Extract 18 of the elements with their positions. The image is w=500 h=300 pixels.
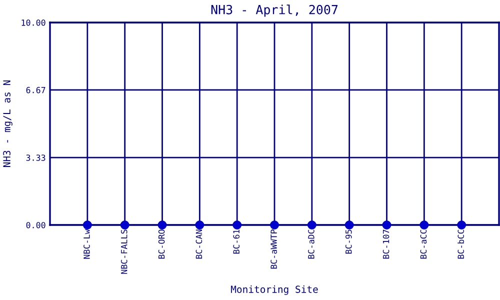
- chart-title: NH3 - April, 2007: [211, 4, 338, 17]
- x-tick-label: BC-aCC: [420, 230, 427, 259]
- x-tick-label: NBC-Lw: [84, 229, 90, 259]
- y-tick-label: 0.00: [26, 222, 46, 228]
- x-axis-title: Monitoring Site: [231, 285, 318, 295]
- x-tick-label: BC-61: [233, 230, 240, 254]
- x-tick-label: BC-95: [345, 230, 352, 254]
- x-tick-label: BC-aDC: [308, 230, 314, 259]
- x-tick-label: BC-aWWTP: [270, 230, 277, 269]
- x-tick-label: NBC-FALLS: [120, 230, 128, 274]
- y-tick-label: 6.67: [26, 86, 46, 94]
- x-tick-label: BC-ORO: [158, 230, 165, 259]
- y-tick-label: 3.33: [26, 154, 46, 161]
- y-tick-label: 10.00: [22, 20, 46, 26]
- x-tick-label: BC-bCC: [458, 230, 464, 259]
- x-tick-label: BC-CAN: [196, 230, 202, 259]
- y-axis-title: NH3 - mg/L as N: [3, 80, 12, 167]
- x-tick-label: BC-107: [382, 230, 390, 259]
